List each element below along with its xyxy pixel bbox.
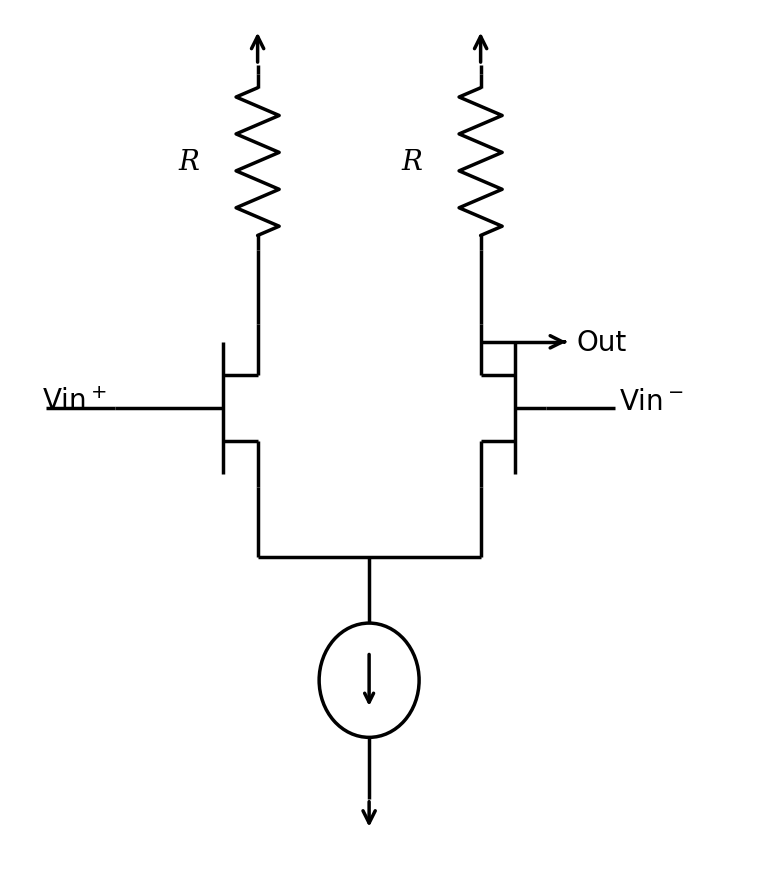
Text: Vin$^+$: Vin$^+$ <box>42 387 107 415</box>
Text: Vin$^-$: Vin$^-$ <box>619 387 684 415</box>
Text: R: R <box>401 149 422 176</box>
Text: Out: Out <box>577 328 627 356</box>
Text: R: R <box>178 149 199 176</box>
